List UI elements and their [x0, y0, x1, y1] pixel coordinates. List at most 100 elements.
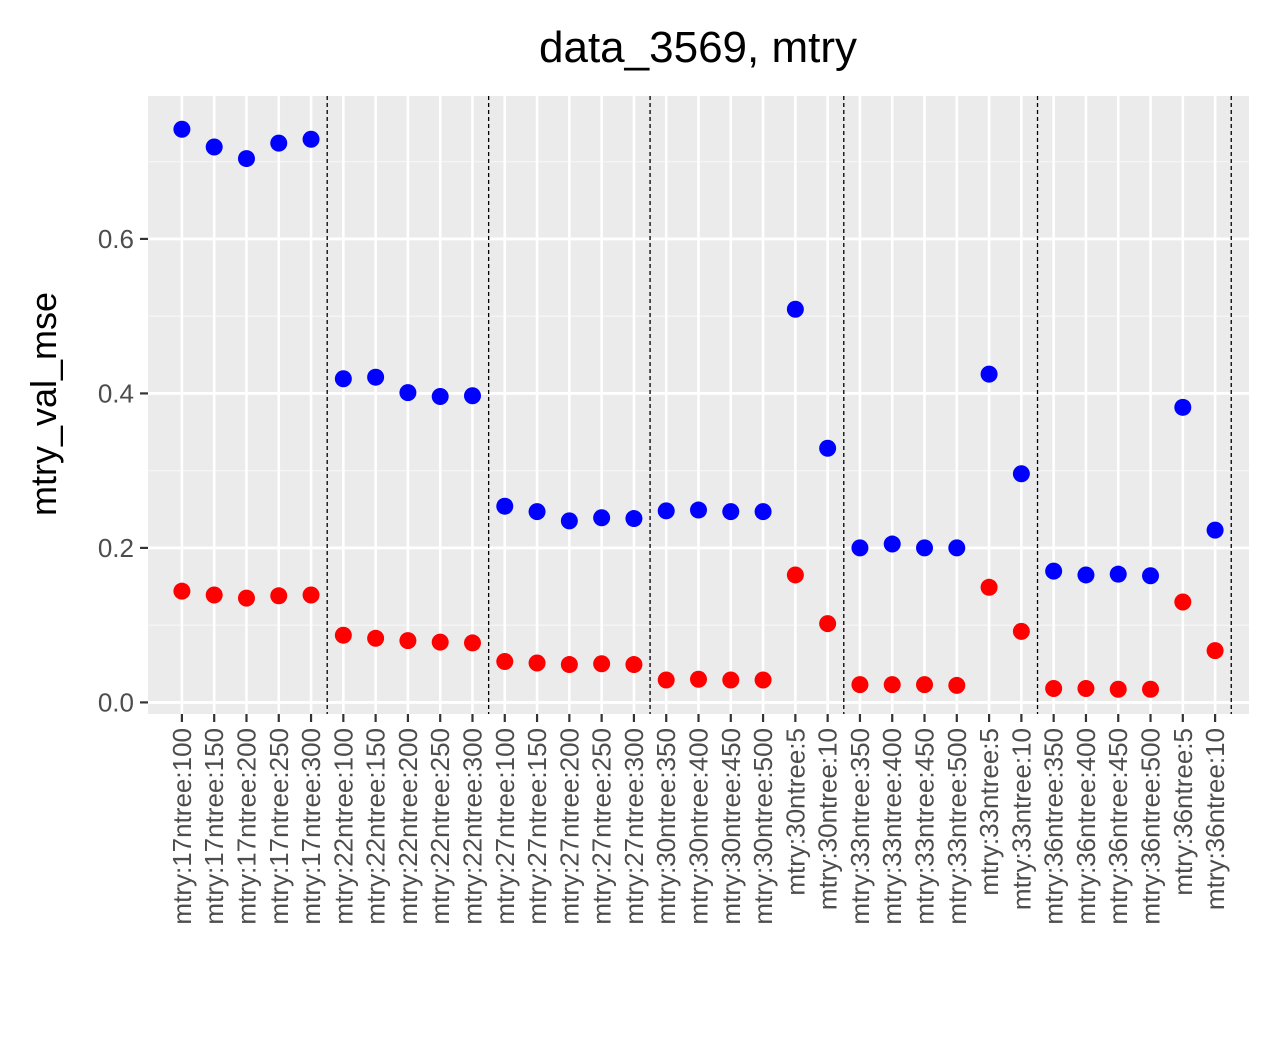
x-tick-label: mtry:36ntree:350 — [1039, 728, 1069, 925]
data-point — [851, 676, 869, 694]
y-tick-label: 0.6 — [98, 224, 134, 254]
x-tick-label: mtry:17ntree:300 — [296, 728, 326, 925]
data-point — [302, 130, 320, 148]
data-point — [690, 501, 707, 519]
data-point — [593, 509, 611, 527]
y-axis-ticks: 0.0 0.2 0.4 0.6 — [98, 224, 148, 717]
data-point — [1109, 680, 1127, 698]
x-tick-label: mtry:17ntree:100 — [167, 728, 197, 925]
data-point — [431, 388, 449, 406]
x-tick-label: mtry:36ntree:400 — [1071, 728, 1101, 925]
x-tick-label: mtry:27ntree:150 — [522, 728, 552, 925]
data-point — [819, 615, 837, 633]
data-point — [334, 626, 352, 644]
x-tick-label: mtry:36ntree:5 — [1168, 728, 1198, 896]
x-tick-label: mtry:17ntree:250 — [264, 728, 294, 925]
data-point — [237, 150, 255, 168]
data-point — [399, 632, 417, 650]
data-point — [625, 656, 643, 674]
x-tick-label: mtry:22ntree:150 — [361, 728, 391, 925]
x-tick-label: mtry:30ntree:350 — [651, 728, 681, 925]
x-tick-label: mtry:27ntree:100 — [490, 728, 520, 925]
data-point — [722, 503, 740, 521]
data-point — [786, 566, 804, 584]
data-point — [1045, 562, 1063, 580]
x-axis-ticks: mtry:17ntree:100 mtry:17ntree:150 mtry:17n… — [167, 714, 1230, 925]
group-separator-lines — [326, 96, 1232, 714]
x-tick-label: mtry:36ntree:500 — [1136, 728, 1166, 925]
data-point — [560, 512, 578, 530]
data-point — [1206, 642, 1224, 660]
data-point — [883, 676, 901, 694]
data-point — [270, 587, 288, 605]
data-point — [1174, 398, 1192, 416]
x-tick-label: mtry:22ntree:200 — [393, 728, 423, 925]
data-point — [883, 535, 901, 553]
data-point — [496, 652, 514, 670]
y-tick-label: 0.0 — [98, 687, 134, 717]
x-tick-label: mtry:33ntree:450 — [910, 728, 940, 925]
data-point — [270, 134, 288, 152]
data-point — [496, 497, 514, 515]
data-point — [1012, 465, 1030, 483]
data-point — [819, 439, 837, 457]
x-tick-label: mtry:36ntree:450 — [1103, 728, 1133, 925]
data-point — [625, 510, 643, 528]
x-tick-label: mtry:22ntree:300 — [457, 728, 487, 925]
data-point — [334, 370, 352, 388]
x-tick-label: mtry:17ntree:150 — [199, 728, 229, 925]
data-point — [237, 589, 255, 607]
data-point — [173, 582, 191, 600]
data-point — [1109, 565, 1127, 583]
data-point — [657, 502, 675, 520]
x-tick-label: mtry:30ntree:450 — [716, 728, 746, 925]
data-point — [528, 654, 546, 672]
data-point — [786, 300, 804, 318]
y-tick-label: 0.2 — [98, 533, 134, 563]
data-point — [205, 586, 223, 604]
data-point — [980, 578, 998, 596]
data-point — [690, 670, 707, 688]
x-tick-label: mtry:33ntree:10 — [1006, 728, 1036, 910]
x-tick-label: mtry:30ntree:500 — [748, 728, 778, 925]
x-tick-label: mtry:27ntree:300 — [619, 728, 649, 925]
x-tick-label: mtry:33ntree:500 — [942, 728, 972, 925]
x-tick-label: mtry:30ntree:10 — [813, 728, 843, 910]
data-point — [399, 384, 417, 402]
x-tick-label: mtry:27ntree:250 — [587, 728, 617, 925]
data-point — [560, 656, 578, 674]
data-point — [948, 676, 966, 694]
x-tick-label: mtry:33ntree:400 — [877, 728, 907, 925]
data-point — [1206, 521, 1224, 539]
data-point — [463, 634, 481, 652]
data-point — [367, 368, 385, 386]
data-point — [1174, 593, 1192, 611]
data-point — [916, 539, 934, 557]
x-tick-label: mtry:36ntree:10 — [1200, 728, 1230, 910]
data-point — [1142, 567, 1160, 585]
data-point — [1142, 680, 1160, 698]
y-tick-label: 0.4 — [98, 378, 134, 408]
gridlines-x — [180, 96, 1217, 714]
data-point — [1077, 566, 1095, 584]
data-point — [431, 633, 449, 651]
x-tick-label: mtry:27ntree:200 — [554, 728, 584, 925]
data-point — [657, 671, 675, 689]
data-point — [593, 655, 611, 673]
x-tick-label: mtry:33ntree:350 — [845, 728, 875, 925]
data-point — [754, 671, 772, 689]
x-tick-label: mtry:33ntree:5 — [974, 728, 1004, 896]
data-point — [948, 539, 966, 557]
data-point — [367, 629, 385, 647]
data-point — [1045, 680, 1063, 698]
x-tick-label: mtry:30ntree:400 — [684, 728, 714, 925]
x-tick-label: mtry:22ntree:250 — [425, 728, 455, 925]
data-point — [205, 138, 223, 156]
data-point — [302, 586, 320, 604]
data-point — [722, 671, 740, 689]
data-point — [1077, 680, 1095, 698]
data-point — [916, 676, 934, 694]
data-point — [528, 503, 546, 521]
